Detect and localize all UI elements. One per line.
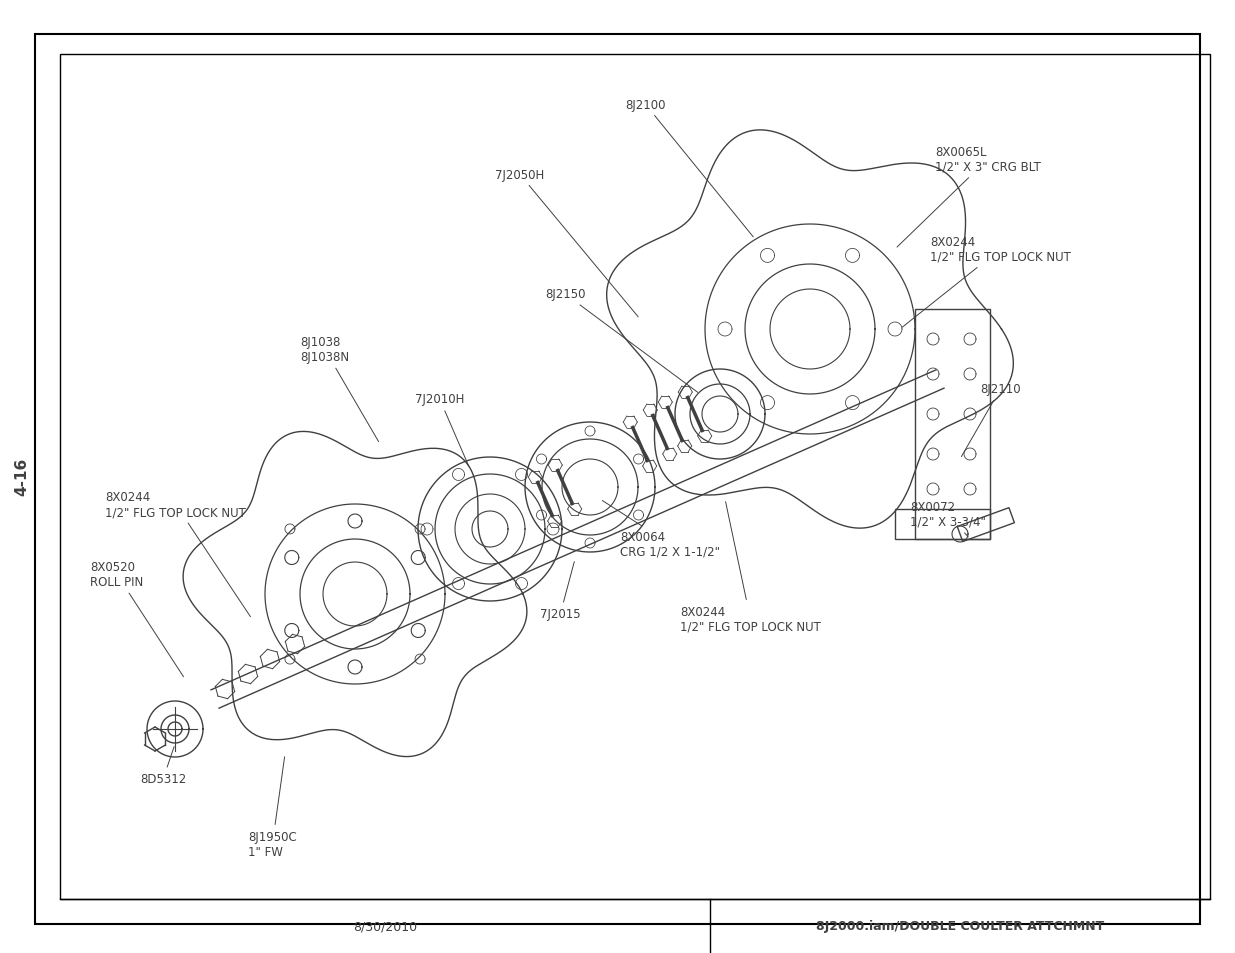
Text: 7J2050H: 7J2050H [495,169,638,317]
Text: 8J1950C
1" FW: 8J1950C 1" FW [248,757,296,858]
Text: 8X0244
1/2" FLG TOP LOCK NUT: 8X0244 1/2" FLG TOP LOCK NUT [680,502,821,634]
Text: 7J2015: 7J2015 [540,562,580,620]
Text: 8X0072
1/2" X 3-3/4": 8X0072 1/2" X 3-3/4" [910,500,986,537]
Text: 8J1038
8J1038N: 8J1038 8J1038N [300,335,379,442]
Text: 8X0064
CRG 1/2 X 1-1/2": 8X0064 CRG 1/2 X 1-1/2" [603,501,720,558]
Text: 7J2010H: 7J2010H [415,393,469,467]
Text: 8D5312: 8D5312 [140,747,186,785]
Text: 8J2110: 8J2110 [961,383,1020,457]
Text: 8J2150: 8J2150 [545,288,698,393]
Text: 8X0065L
1/2" X 3" CRG BLT: 8X0065L 1/2" X 3" CRG BLT [897,146,1041,248]
Bar [61,55,1210,899]
Text: 8/30/2010: 8/30/2010 [353,920,417,933]
Text: 8J2000.iam/DOUBLE COULTER ATTCHMNT: 8J2000.iam/DOUBLE COULTER ATTCHMNT [816,920,1104,933]
Text: 8X0244
1/2" FLG TOP LOCK NUT: 8X0244 1/2" FLG TOP LOCK NUT [903,235,1071,328]
Text: 8J2100: 8J2100 [625,98,753,237]
Bar [915,310,990,539]
Text: 8X0520
ROLL PIN: 8X0520 ROLL PIN [90,560,184,677]
Text: 4-16: 4-16 [15,457,30,496]
Text: 8X0244
1/2" FLG TOP LOCK NUT: 8X0244 1/2" FLG TOP LOCK NUT [105,491,251,617]
Bar [895,510,990,539]
